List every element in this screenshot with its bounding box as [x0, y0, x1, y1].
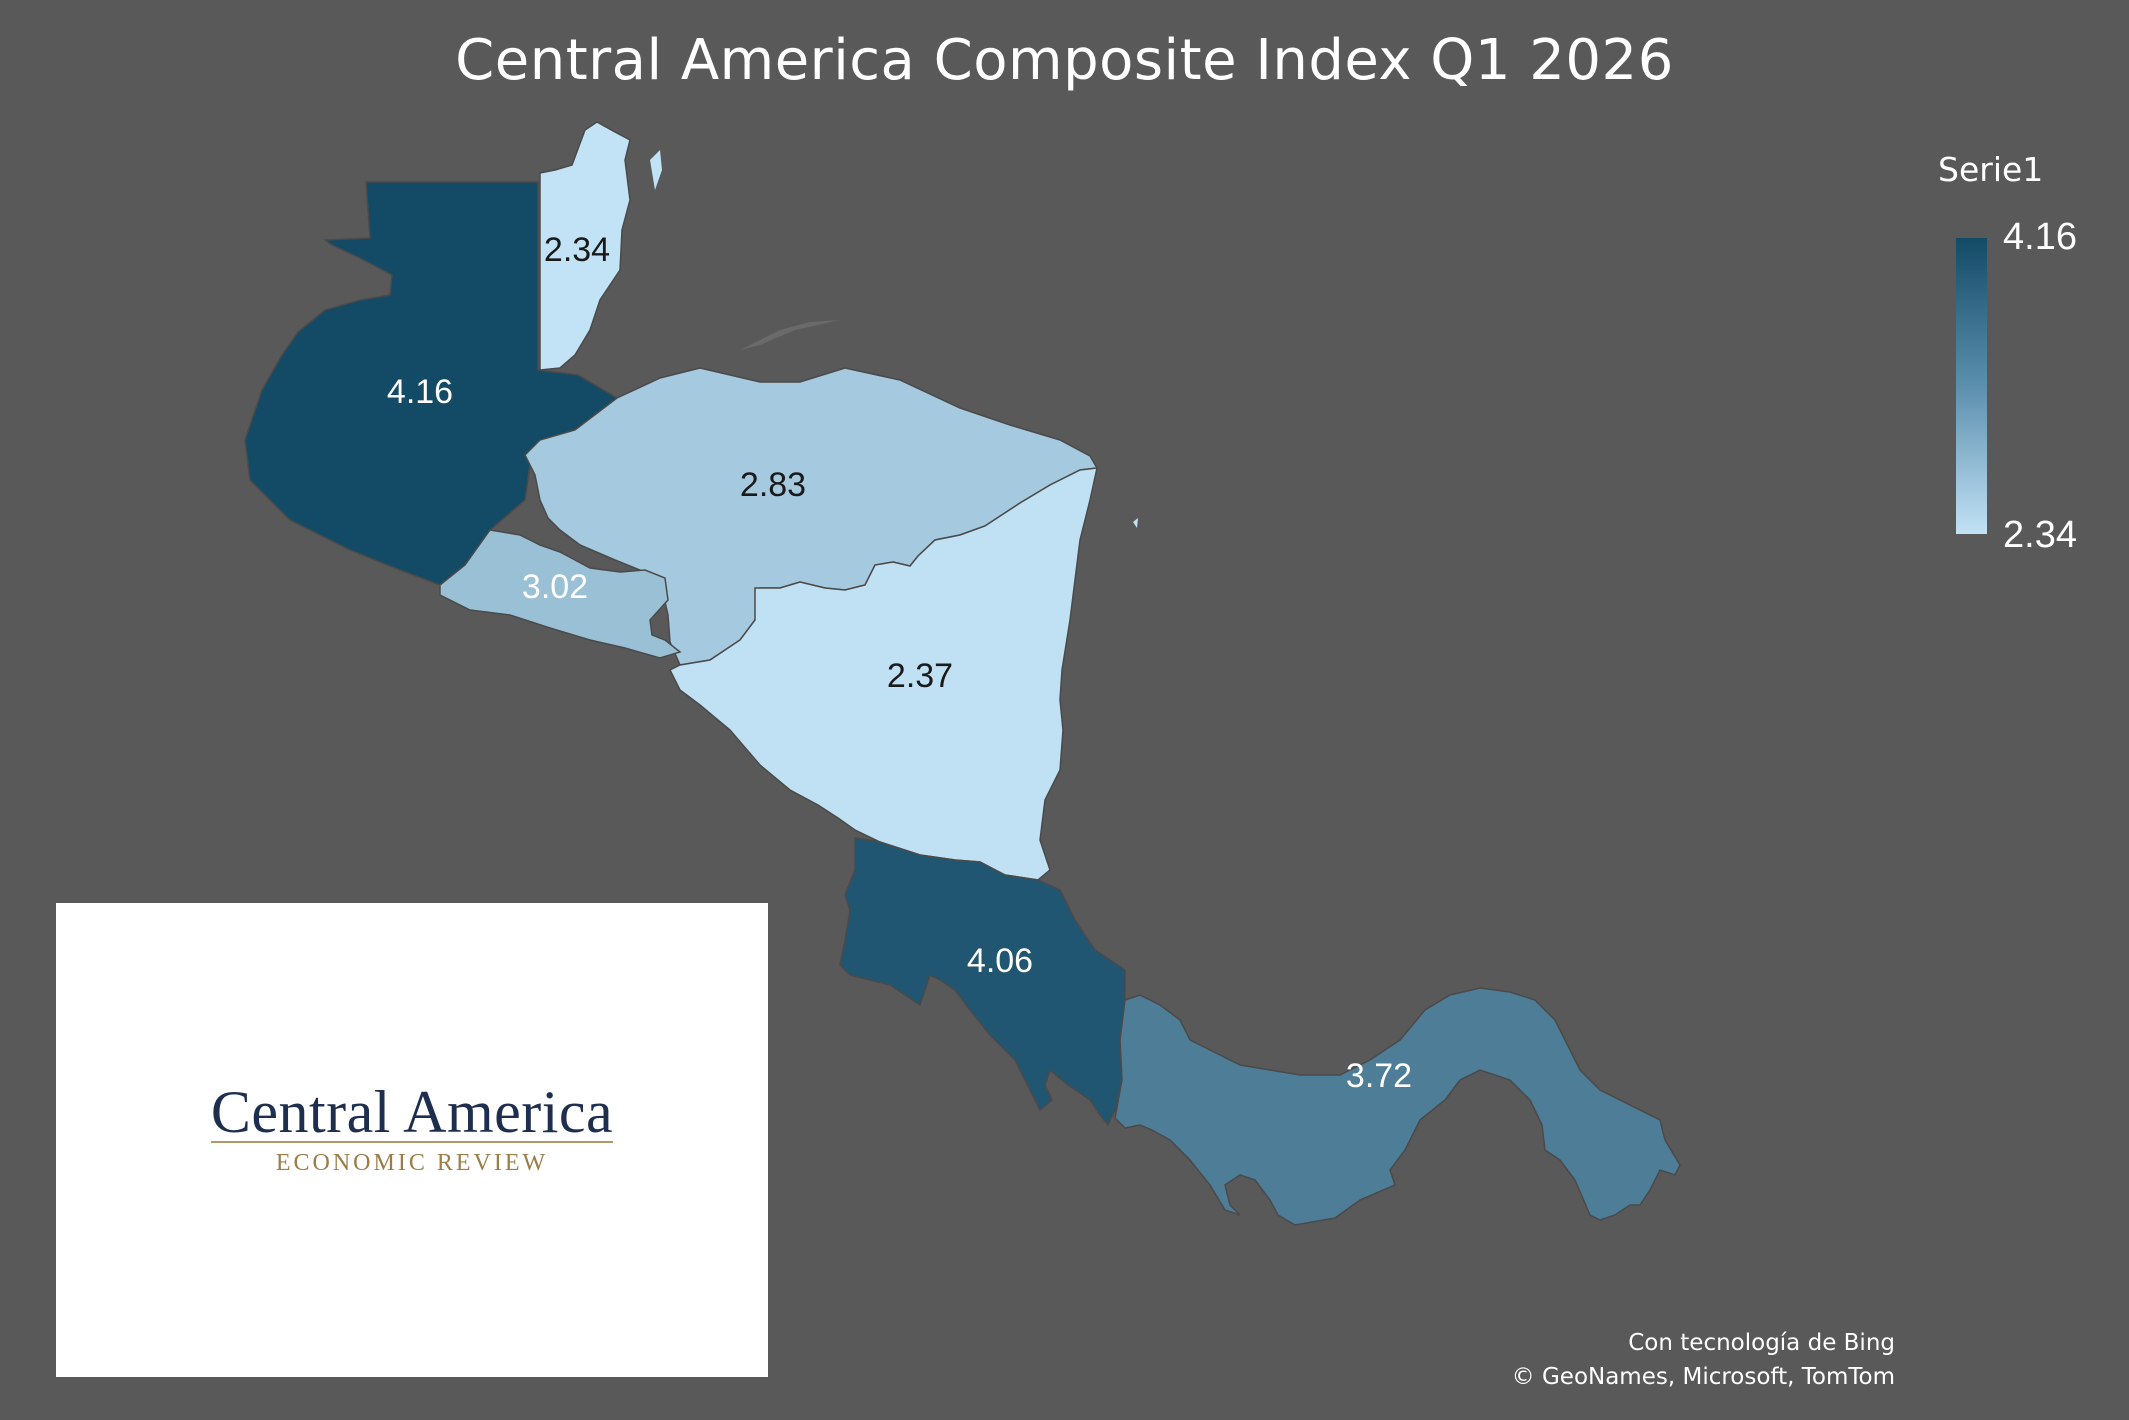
label-belize: 2.34 — [544, 231, 610, 269]
region-nicaragua[interactable] — [668, 467, 1098, 881]
region-panama[interactable] — [1114, 987, 1681, 1226]
legend-min-label: 2.34 — [2003, 514, 2077, 556]
logo-divider — [211, 1141, 613, 1143]
label-elsalvador: 3.02 — [522, 568, 588, 606]
attribution-line-1: Con tecnología de Bing — [1628, 1330, 1895, 1356]
legend-color-bar — [1956, 238, 1987, 534]
region-belize[interactable] — [539, 121, 631, 371]
island-fragment — [1133, 518, 1138, 528]
label-guatemala: 4.16 — [387, 373, 453, 411]
logo-card: Central America ECONOMIC REVIEW — [56, 903, 768, 1377]
legend-max-label: 4.16 — [2003, 216, 2077, 258]
label-panama: 3.72 — [1346, 1057, 1412, 1095]
label-honduras: 2.83 — [740, 466, 806, 504]
region-costarica[interactable] — [839, 837, 1126, 1127]
map-title: Central America Composite Index Q1 2026 — [455, 28, 1674, 93]
island-fragment — [740, 320, 840, 350]
island-fragment — [650, 150, 662, 190]
logo-title: Central America — [210, 1079, 614, 1145]
label-nicaragua: 2.37 — [887, 657, 953, 695]
attribution-line-2: © GeoNames, Microsoft, TomTom — [1511, 1364, 1895, 1390]
region-elsalvador[interactable] — [439, 529, 682, 659]
label-costarica: 4.06 — [967, 942, 1033, 980]
logo-subtitle: ECONOMIC REVIEW — [275, 1150, 549, 1176]
legend-title: Serie1 — [1938, 150, 2044, 189]
